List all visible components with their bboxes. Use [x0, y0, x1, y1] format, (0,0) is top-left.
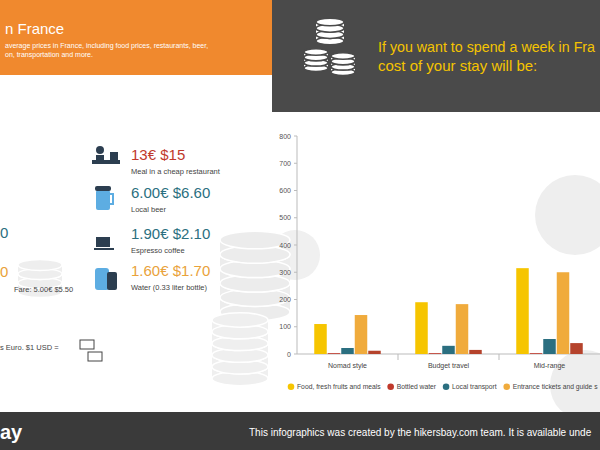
- x-tick: [499, 354, 500, 360]
- legend-label: Entrance tickets and guide s: [513, 383, 598, 391]
- price-label: Meal in a cheap restaurant: [131, 167, 221, 176]
- y-tick-label: 800: [279, 133, 291, 140]
- icon: [96, 237, 110, 247]
- headline-box: [272, 0, 600, 112]
- coin-top: [331, 53, 355, 60]
- x-tick: [398, 354, 399, 360]
- header-subtitle: average prices in France, including food…: [5, 42, 208, 50]
- icon: [107, 272, 117, 290]
- legend-label: Bottled water: [397, 383, 437, 390]
- coin-top: [18, 260, 62, 271]
- legend-label: Food, fresh fruits and meals: [297, 383, 381, 390]
- bar: [314, 324, 327, 354]
- bar: [530, 353, 543, 354]
- deco-coins: [212, 313, 268, 386]
- icon: [95, 186, 111, 191]
- price: 0: [0, 263, 8, 280]
- footer-text: This infographics was created by the hik…: [249, 427, 592, 438]
- legend-marker: [288, 383, 295, 390]
- icon: [109, 194, 113, 204]
- y-tick-label: 300: [279, 269, 291, 276]
- icon: [96, 155, 104, 160]
- legend: Food, fresh fruits and meals Bottled wate…: [288, 383, 598, 391]
- bar: [355, 315, 368, 354]
- y-tick-label: 400: [279, 242, 291, 249]
- coin-icon: [316, 18, 344, 45]
- price-label: Water (0.33 liter bottle): [131, 283, 208, 292]
- coin-icon: [304, 49, 328, 72]
- coin-top: [316, 18, 344, 26]
- x-tick-label: Nomad style: [328, 362, 367, 370]
- bar: [543, 339, 556, 354]
- icon: [96, 190, 110, 210]
- icon: [92, 160, 120, 164]
- icon: [95, 268, 109, 290]
- icon: [96, 146, 104, 154]
- infographic: n France average prices in France, includ…: [0, 0, 600, 450]
- bar: [341, 348, 354, 354]
- bar: [328, 353, 341, 354]
- legend-marker: [503, 383, 510, 390]
- header-title: n France: [5, 20, 64, 37]
- legend-label: Local transport: [452, 383, 497, 391]
- icon: [110, 152, 118, 160]
- deco-circle: [535, 175, 600, 255]
- y-tick-label: 100: [279, 323, 291, 330]
- icon: [88, 352, 102, 361]
- icon: [80, 340, 94, 349]
- price-label: Espresso coffee: [131, 246, 185, 255]
- bar: [469, 350, 482, 354]
- y-tick-label: 0: [287, 351, 291, 358]
- legend-marker: [387, 383, 394, 390]
- x-tick-label: Mid-range: [534, 362, 566, 370]
- note: s Euro. $1 USD =: [0, 343, 59, 352]
- y-tick-label: 600: [279, 187, 291, 194]
- bar: [429, 353, 442, 354]
- price: 0: [0, 224, 8, 241]
- bar: [456, 304, 469, 354]
- coin-icon: [331, 53, 355, 76]
- bar: [415, 302, 428, 354]
- logo: ay: [0, 421, 23, 443]
- coin-top: [304, 49, 328, 56]
- bar: [570, 343, 583, 354]
- x-tick-label: Budget travel: [428, 362, 470, 370]
- legend-marker: [443, 383, 450, 390]
- bar: [557, 272, 570, 354]
- y-tick-label: 200: [279, 296, 291, 303]
- headline: If you want to spend a week in Fra: [378, 39, 595, 55]
- y-tick-label: 700: [279, 160, 291, 167]
- price: 6.00€ $6.60: [131, 184, 210, 201]
- header-subtitle: on, transportation and more.: [5, 51, 93, 59]
- y-axis: [297, 136, 298, 354]
- bars: [314, 268, 583, 354]
- bar: [368, 351, 381, 354]
- chart: 0 100 200 300 400 500 600 700 800 Nomad style Budg…: [279, 133, 600, 392]
- y-tick-label: 500: [279, 214, 291, 221]
- price: 1.60€ $1.70: [131, 262, 210, 279]
- price-label: Fare: 5.00€ $5.50: [14, 285, 73, 294]
- header-box: [0, 0, 272, 75]
- background: [0, 0, 600, 450]
- price-icons: [80, 146, 120, 361]
- footer-bar: [0, 412, 600, 450]
- price: 13€ $15: [131, 146, 185, 163]
- bar: [516, 268, 529, 354]
- icon: [94, 248, 114, 250]
- coin-top: [212, 313, 268, 327]
- price-label: Local beer: [131, 205, 167, 214]
- price: 1.90€ $2.10: [131, 225, 210, 242]
- bar: [442, 346, 455, 354]
- headline: cost of your stay will be:: [378, 57, 537, 74]
